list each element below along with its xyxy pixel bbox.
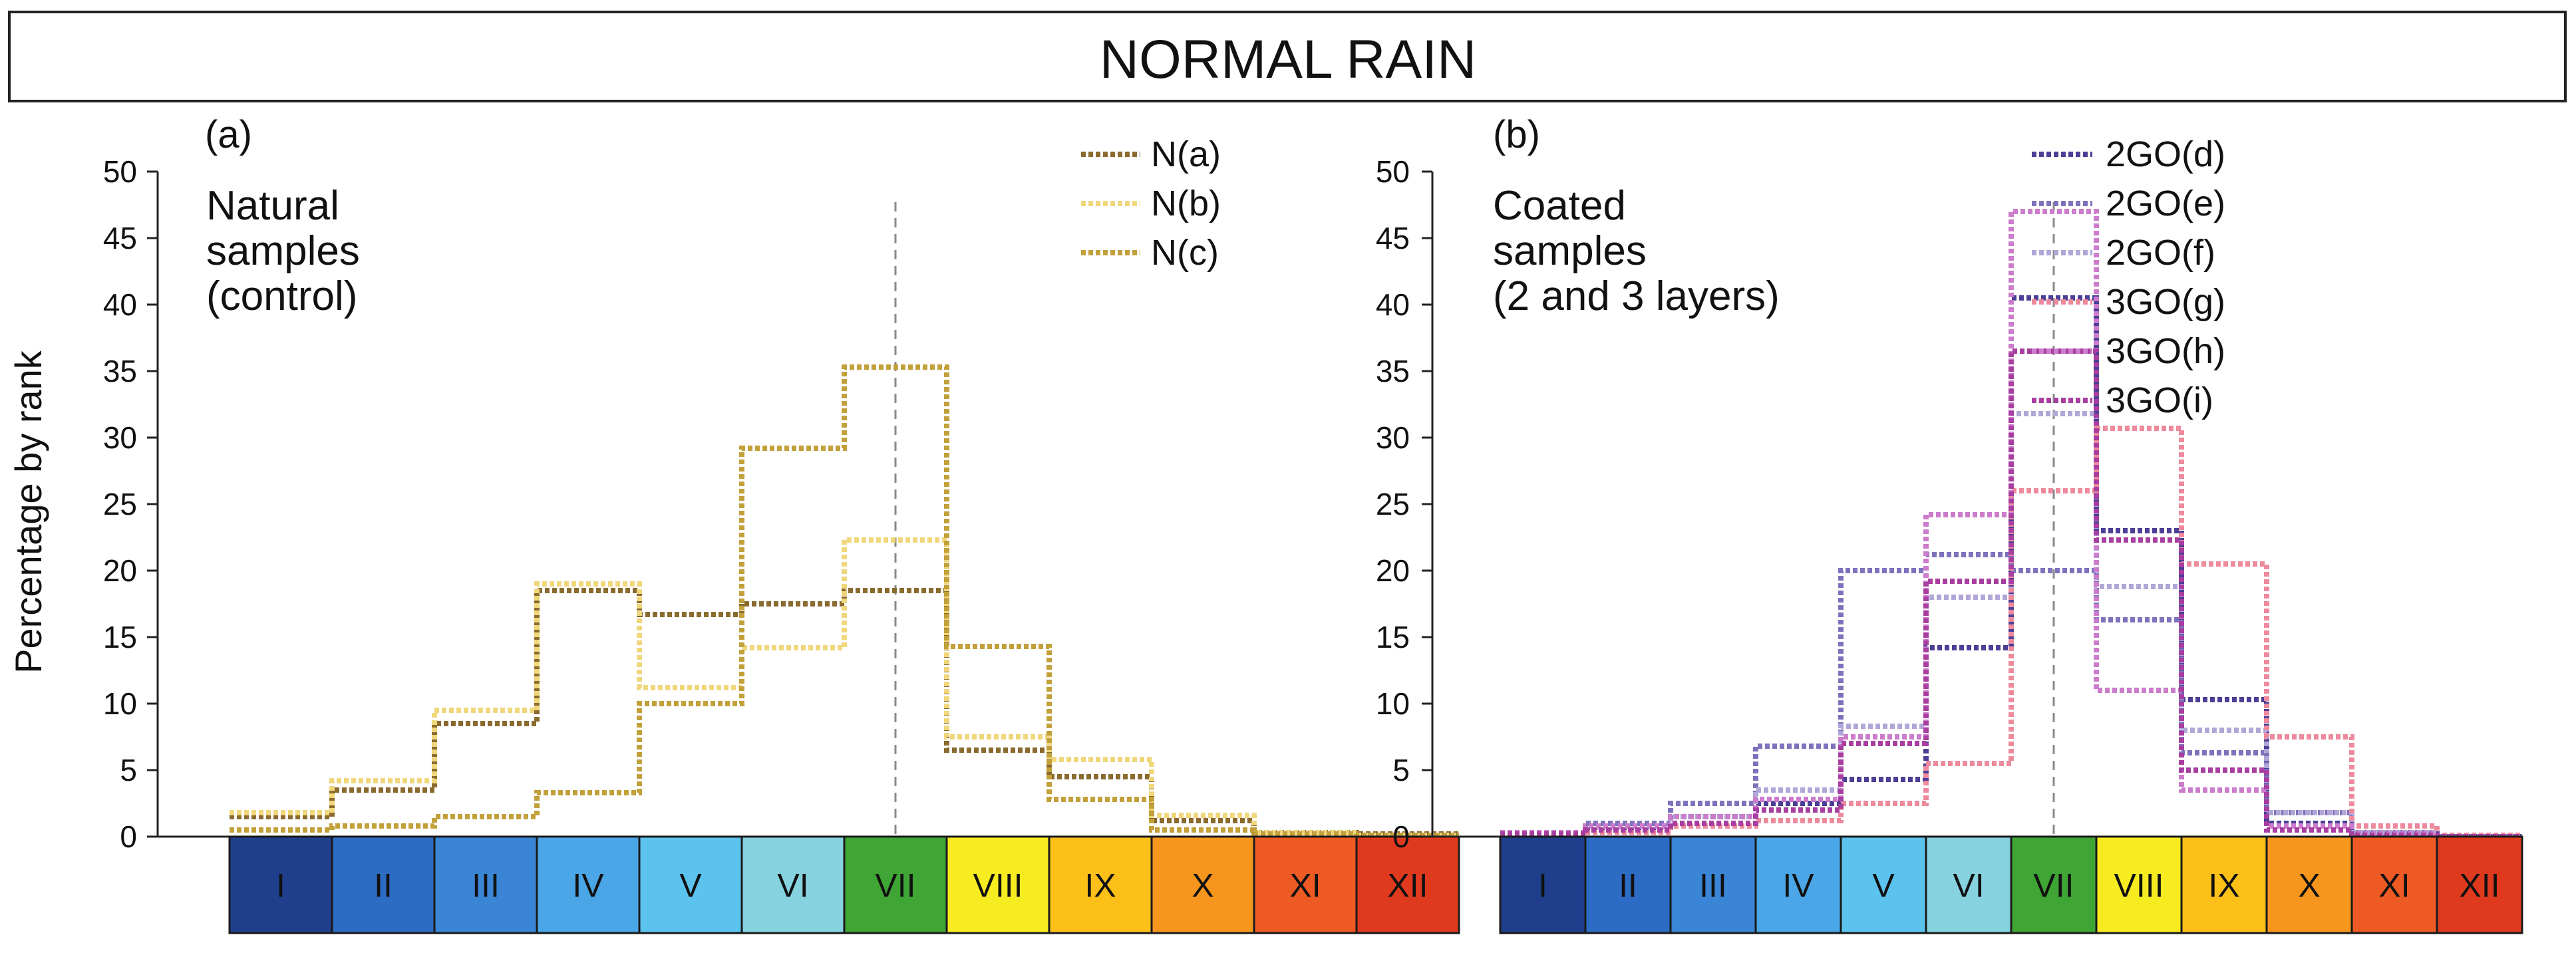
y-tick-label: 40 bbox=[1376, 287, 1410, 322]
category-label: II bbox=[1619, 867, 1637, 904]
legend-label: N(b) bbox=[1151, 184, 1221, 223]
panel-annotation-line: (control) bbox=[206, 273, 357, 319]
y-tick-label: 50 bbox=[103, 154, 137, 189]
category-cell-X bbox=[1150, 835, 1255, 934]
y-tick-label: 45 bbox=[103, 221, 137, 255]
category-label: VII bbox=[875, 867, 915, 904]
category-cell-II bbox=[331, 835, 436, 934]
category-cell-XI bbox=[2350, 835, 2438, 934]
category-cell-III bbox=[1669, 835, 1757, 934]
category-label: VI bbox=[777, 867, 808, 904]
category-label: VI bbox=[1953, 867, 1984, 904]
y-tick-label: 5 bbox=[120, 753, 137, 787]
category-label: VII bbox=[2033, 867, 2074, 904]
series-line-3GO(g) bbox=[1500, 426, 2522, 838]
y-tick-label: 45 bbox=[1376, 221, 1410, 255]
series-line-N(a) bbox=[230, 588, 1459, 837]
category-cell-VIII bbox=[945, 835, 1050, 934]
legend-label: 2GO(e) bbox=[2106, 184, 2225, 223]
y-tick-label: 35 bbox=[103, 354, 137, 388]
y-tick-label: 0 bbox=[1392, 819, 1410, 854]
y-tick-label: 15 bbox=[1376, 620, 1410, 654]
series-line-3GO(i) bbox=[1500, 348, 2522, 839]
y-tick-label: 40 bbox=[103, 287, 137, 322]
category-label: V bbox=[1872, 867, 1895, 904]
legend-label: 3GO(h) bbox=[2106, 331, 2225, 371]
category-label: X bbox=[1192, 867, 1213, 904]
y-tick-label: 30 bbox=[103, 420, 137, 455]
legend-label: 3GO(g) bbox=[2106, 282, 2225, 322]
category-label: V bbox=[679, 867, 702, 904]
category-label: I bbox=[276, 867, 285, 904]
panel-annotation-line: (2 and 3 layers) bbox=[1493, 273, 1780, 319]
panel-annotation-line: samples bbox=[206, 228, 360, 274]
category-label: II bbox=[374, 867, 393, 904]
category-cell-IX bbox=[1048, 835, 1153, 934]
category-label: IX bbox=[2208, 867, 2239, 904]
category-cell-VI bbox=[1925, 835, 2012, 934]
y-tick-label: 20 bbox=[103, 553, 137, 588]
y-tick-label: 10 bbox=[1376, 686, 1410, 721]
category-cell-XII bbox=[1355, 835, 1460, 934]
category-cell-IV bbox=[536, 835, 641, 934]
category-label: XI bbox=[1289, 867, 1321, 904]
category-label: XI bbox=[2378, 867, 2410, 904]
legend-label: 3GO(i) bbox=[2106, 380, 2213, 420]
y-tick-label: 35 bbox=[1376, 354, 1410, 388]
panel-annotation-line: samples bbox=[1493, 228, 1647, 274]
series-line-N(c) bbox=[230, 364, 1459, 838]
title-banner-frame bbox=[8, 11, 2567, 102]
category-cell-I bbox=[1499, 835, 1587, 934]
panel-letter: (b) bbox=[1493, 113, 1540, 156]
category-label: I bbox=[1538, 867, 1547, 904]
y-tick-label: 25 bbox=[103, 487, 137, 521]
legend-label: N(c) bbox=[1151, 233, 1219, 273]
y-tick-label: 30 bbox=[1376, 420, 1410, 455]
panel-annotation-line: Natural bbox=[206, 183, 339, 229]
category-cell-X bbox=[2265, 835, 2353, 934]
y-tick-label: 50 bbox=[1376, 154, 1410, 189]
category-label: VIII bbox=[973, 867, 1023, 904]
category-label: VIII bbox=[2114, 867, 2164, 904]
y-tick-label: 5 bbox=[1392, 753, 1410, 787]
category-label: X bbox=[2298, 867, 2320, 904]
category-cell-XI bbox=[1253, 835, 1358, 934]
category-label: IX bbox=[1084, 867, 1116, 904]
category-label: XII bbox=[2459, 867, 2499, 904]
chart-title: NORMAL RAIN bbox=[1100, 29, 1476, 90]
y-tick-label: 15 bbox=[103, 620, 137, 654]
legend-label: 2GO(d) bbox=[2106, 134, 2225, 174]
category-cell-I bbox=[228, 835, 333, 934]
y-tick-label: 25 bbox=[1376, 487, 1410, 521]
category-label: IV bbox=[572, 867, 604, 904]
panel-letter: (a) bbox=[205, 113, 252, 156]
y-axis-title: Percentage by rank bbox=[7, 350, 49, 674]
legend-label: 2GO(f) bbox=[2106, 233, 2215, 273]
category-cell-II bbox=[1584, 835, 1672, 934]
category-cell-V bbox=[1840, 835, 1927, 934]
category-cell-V bbox=[638, 835, 743, 934]
category-cell-XII bbox=[2436, 835, 2523, 934]
panel-annotation-line: Coated bbox=[1493, 183, 1626, 229]
title-banner: NORMAL RAIN bbox=[8, 11, 2567, 102]
series-line-N(b) bbox=[230, 537, 1459, 838]
category-label: IV bbox=[1782, 867, 1814, 904]
category-label: XII bbox=[1387, 867, 1428, 904]
category-cell-IX bbox=[2180, 835, 2268, 934]
legend-label: N(a) bbox=[1151, 134, 1221, 174]
category-label: III bbox=[1699, 867, 1727, 904]
category-cell-VI bbox=[740, 835, 846, 934]
y-tick-label: 0 bbox=[120, 819, 137, 854]
category-label: III bbox=[472, 867, 500, 904]
y-tick-label: 20 bbox=[1376, 553, 1410, 588]
category-cell-VII bbox=[843, 835, 948, 934]
y-tick-label: 10 bbox=[103, 686, 137, 721]
